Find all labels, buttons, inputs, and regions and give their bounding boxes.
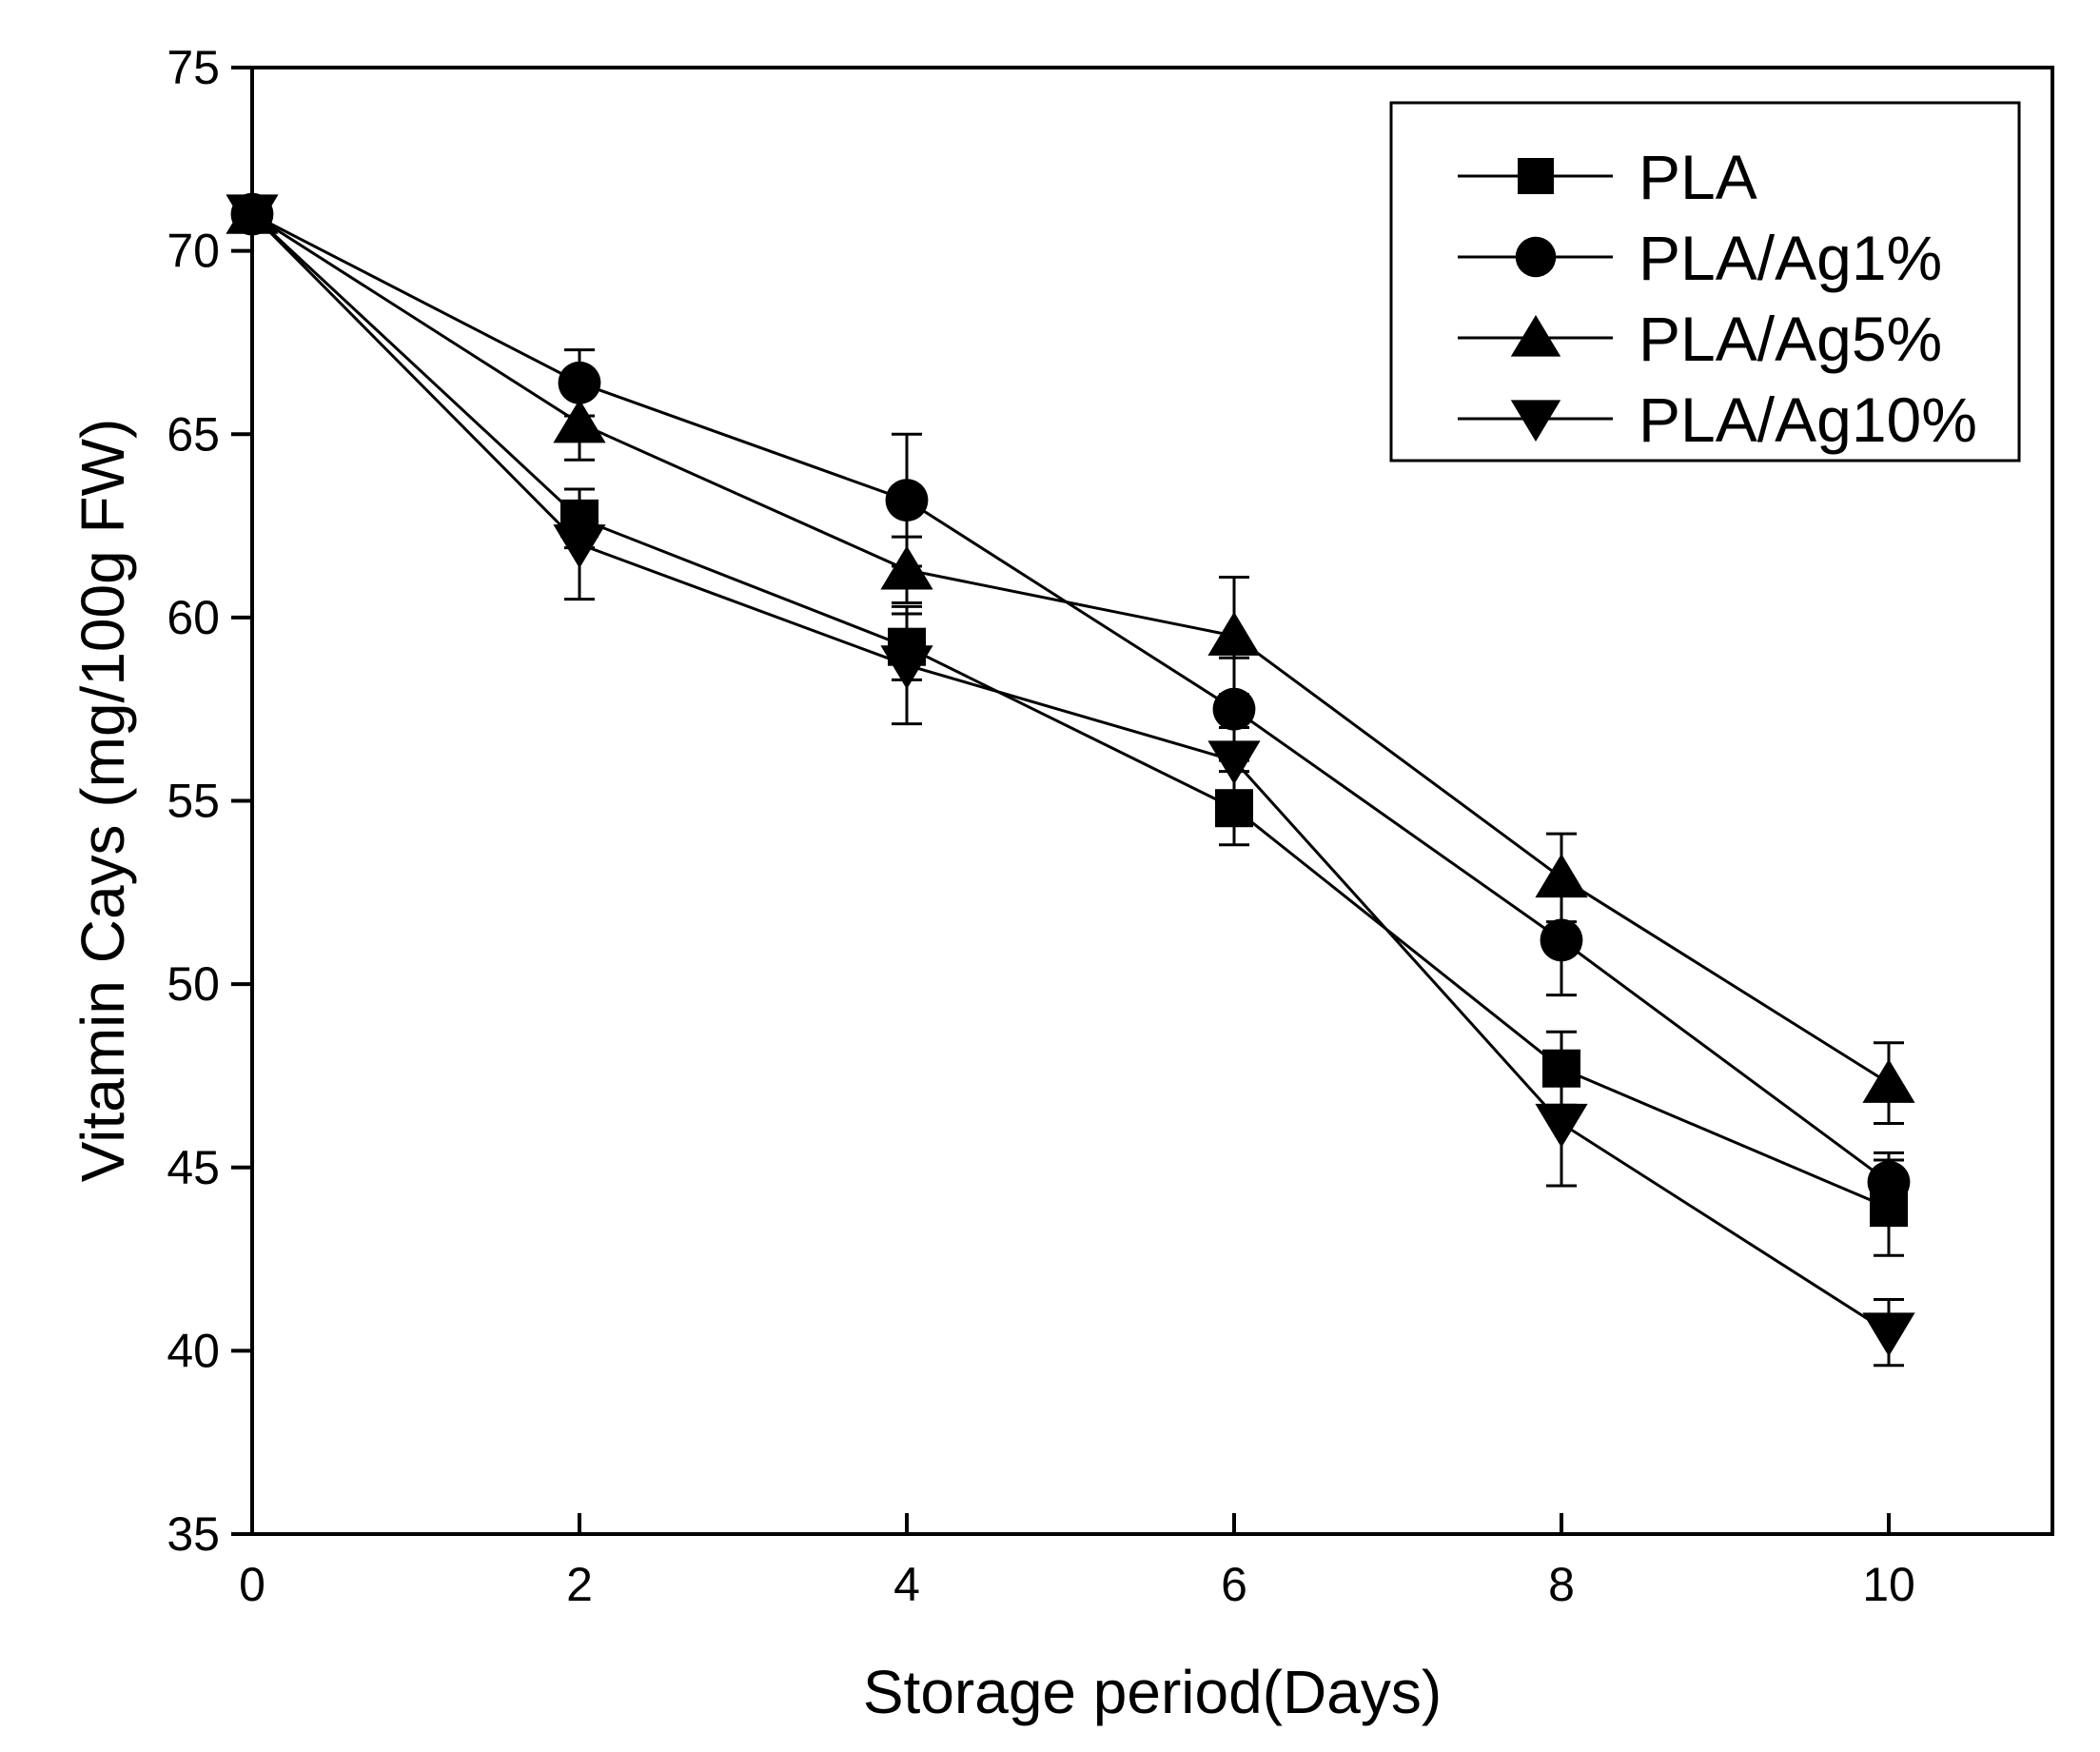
legend-marker-pla [1518,158,1554,194]
series-pla-ag10 [226,194,1915,1368]
legend-frame [1389,101,2021,463]
x-tick-label-8: 8 [1548,1558,1575,1611]
data-point-pla-ag1-2 [558,361,601,404]
y-tick-label-65: 65 [167,407,220,461]
legend-entry-pla: PLA [1458,142,1757,212]
data-point-pla-6 [1215,789,1253,828]
legend-label-pla: PLA [1639,142,1757,212]
y-axis-label: Vitamin Cays (mg/100g FW) [69,419,137,1183]
x-tick-label-2: 2 [566,1558,593,1611]
data-point-pla-ag5-2 [553,399,606,443]
series-line-pla [250,213,1890,1210]
y-tick-label-55: 55 [167,775,220,828]
y-tick-label-35: 35 [167,1507,220,1561]
y-tick-label-50: 50 [167,957,220,1011]
x-axis-label: Storage period(Days) [863,1658,1442,1726]
y-tick-label-60: 60 [167,591,220,644]
y-tick-label-75: 75 [167,41,220,94]
y-tick-label-40: 40 [167,1324,220,1377]
series-line-pla-ag10 [250,213,1890,1334]
legend-label-pla-ag10: PLA/Ag10% [1639,384,1977,455]
legend-entry-pla-ag10: PLA/Ag10% [1458,384,1977,455]
series-line-pla-ag1 [251,212,1890,1184]
data-point-pla-ag5-10 [1862,1058,1915,1103]
data-point-pla-ag1-4 [885,479,929,522]
data-point-pla-ag1-10 [1867,1160,1911,1204]
axis-layer: 35 40 45 50 55 60 65 70 75 0 2 4 6 8 10 [167,41,1914,1611]
data-point-pla-ag1-8 [1540,918,1583,962]
legend-label-pla-ag1: PLA/Ag1% [1639,223,1942,293]
series-line-pla-ag5 [251,212,1890,1085]
data-point-pla-ag10-6 [1207,740,1261,785]
legend: PLA PLA/Ag1% PLA/Ag5% PLA/Ag10% [1389,101,2021,463]
x-tick-label-6: 6 [1221,1558,1247,1611]
x-tick-label-10: 10 [1862,1558,1915,1611]
legend-marker-pla-ag5 [1510,314,1561,357]
legend-label-pla-ag5: PLA/Ag5% [1639,304,1942,374]
data-point-pla-ag10-10 [1862,1312,1915,1357]
x-tick-label-4: 4 [893,1558,920,1611]
data-point-pla-ag5-8 [1535,854,1588,898]
data-point-pla-ag10-4 [880,645,933,690]
y-tick-label-45: 45 [167,1141,220,1194]
legend-marker-pla-ag10 [1510,400,1561,443]
data-point-pla-ag1-6 [1212,687,1256,731]
y-tick-label-70: 70 [167,225,220,278]
series-layer [226,189,1915,1368]
data-point-pla-ag10-8 [1535,1103,1588,1148]
x-tick-label-0: 0 [239,1558,265,1611]
data-point-pla-ag10-2 [553,524,606,569]
legend-marker-pla-ag1 [1515,236,1557,278]
legend-entry-pla-ag1: PLA/Ag1% [1458,223,1942,293]
data-point-pla-ag5-4 [880,545,933,590]
legend-entry-pla-ag5: PLA/Ag5% [1458,304,1942,374]
data-point-pla-ag5-6 [1207,611,1261,656]
